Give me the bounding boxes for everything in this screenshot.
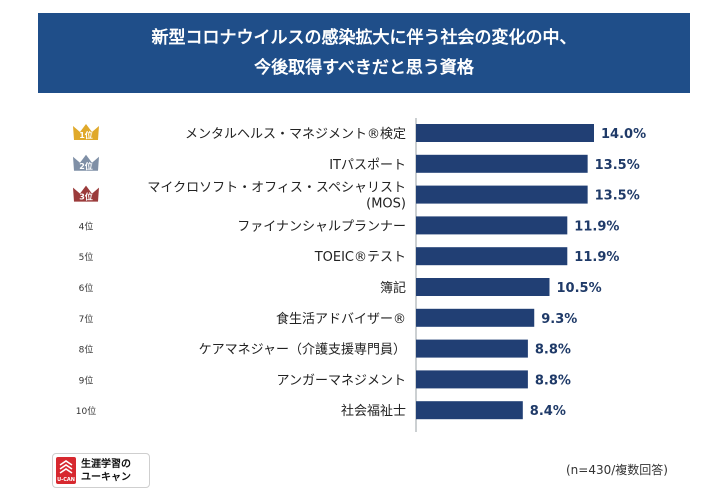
value-label: 11.9% <box>574 219 619 234</box>
sample-note: (n=430/複数回答) <box>566 463 668 477</box>
category-label: (MOS) <box>366 197 406 212</box>
rank-label: 8位 <box>79 344 94 356</box>
bar <box>416 124 594 142</box>
logo-line-2: ユーキャン <box>81 471 131 483</box>
title-line-1: 新型コロナウイルスの感染拡大に伴う社会の変化の中、 <box>151 28 577 48</box>
value-label: 8.8% <box>535 343 571 358</box>
value-label: 13.5% <box>595 189 640 204</box>
category-label: TOEIC®テスト <box>314 250 406 265</box>
bar <box>416 216 568 235</box>
crown-icon <box>73 154 99 171</box>
rank-label: 2位 <box>79 161 93 171</box>
rank-label: 3位 <box>79 192 93 202</box>
logo-line-1: 生涯学習の <box>81 458 131 470</box>
bar <box>416 278 550 296</box>
category-label: ケアマネジャー（介護支援専門員） <box>199 342 406 358</box>
value-label: 14.0% <box>601 127 646 142</box>
crown-icon <box>73 124 99 140</box>
value-label: 13.5% <box>595 158 640 173</box>
bar <box>416 370 528 389</box>
bar <box>416 247 568 266</box>
value-label: 8.4% <box>530 404 566 419</box>
ucan-logo: U-CAN 生涯学習の ユーキャン <box>52 453 150 488</box>
category-label: 食生活アドバイザー® <box>276 311 406 327</box>
bar <box>416 185 588 204</box>
category-label: 簿記 <box>380 280 406 296</box>
category-label: ファイナンシャルプランナー <box>237 219 406 234</box>
bar <box>416 154 588 173</box>
rank-label: 6位 <box>79 282 94 294</box>
category-label: ITパスポート <box>329 158 406 173</box>
bar <box>416 401 523 420</box>
rank-label: 10位 <box>76 405 96 417</box>
ucan-mark-icon: U-CAN <box>56 457 76 484</box>
rank-label: 4位 <box>79 220 94 232</box>
rank-label: 5位 <box>79 251 94 263</box>
bar <box>416 339 528 358</box>
chart-title: 新型コロナウイルスの感染拡大に伴う社会の変化の中、 今後取得すべきだと思う資格 <box>38 13 690 93</box>
bar <box>416 308 535 327</box>
logo-mark-text: U-CAN <box>57 477 75 483</box>
rank-label: 7位 <box>79 313 94 325</box>
crown-icon <box>73 185 99 202</box>
value-label: 10.5% <box>557 281 602 296</box>
category-label: 社会福祉士 <box>341 403 406 419</box>
value-label: 11.9% <box>574 250 619 265</box>
title-line-2: 今後取得すべきだと思う資格 <box>254 58 474 78</box>
category-label: メンタルヘルス・マネジメント®検定 <box>185 127 406 142</box>
value-label: 8.8% <box>535 373 571 388</box>
category-label: マイクロソフト・オフィス・スペシャリスト <box>147 181 406 196</box>
value-label: 9.3% <box>541 312 577 327</box>
category-label: アンガーマネジメント <box>277 373 406 388</box>
rank-label: 1位 <box>79 130 93 140</box>
rank-label: 9位 <box>79 374 94 386</box>
